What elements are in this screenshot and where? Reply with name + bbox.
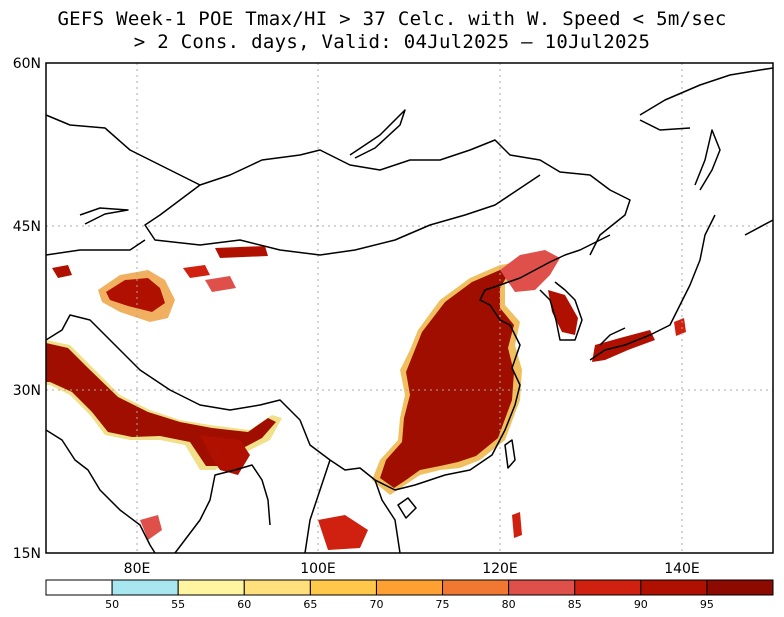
colorbar-label: 90 (634, 598, 648, 611)
colorbar-label: 95 (700, 598, 714, 611)
lon-tick-140e: 140E (664, 561, 700, 577)
shade-indochina (318, 515, 368, 550)
map-coastlines (46, 67, 773, 553)
colorbar-label: 50 (105, 598, 119, 611)
map-frame (45, 62, 774, 554)
lon-tick-labels: 80E 100E 120E 140E (124, 561, 700, 577)
colorbar-swatch (111, 579, 179, 596)
map-title-line-1: GEFS Week-1 POE Tmax/HI > 37 Celc. with … (57, 8, 727, 30)
shade-east-china-core (380, 268, 514, 488)
shade-gansu-blob (183, 265, 210, 278)
colorbar-swatch (177, 579, 245, 596)
shade-taiwan (512, 512, 522, 538)
colorbar-swatch (45, 579, 113, 596)
map-graticule (46, 63, 773, 553)
colorbar-label: 60 (237, 598, 251, 611)
shade-india-south (140, 515, 162, 540)
colorbar-swatch (309, 579, 377, 596)
lat-tick-30n: 30N (13, 383, 41, 399)
colorbar-label: 70 (369, 598, 383, 611)
lat-tick-60n: 60N (13, 56, 41, 72)
colorbar-swatch (706, 579, 774, 596)
colorbar-label: 75 (436, 598, 450, 611)
shade-gansu-blob2 (205, 276, 236, 292)
shade-ne-china (500, 250, 560, 292)
colorbar-label: 80 (502, 598, 516, 611)
colorbar-swatch (442, 579, 510, 596)
colorbar-label: 65 (303, 598, 317, 611)
map-title-line-2: > 2 Cons. days, Valid: 04Jul2025 – 10Jul… (133, 31, 651, 53)
map-plot-area (46, 63, 773, 553)
shade-bangladesh (200, 435, 250, 475)
colorbar-swatch (640, 579, 708, 596)
lon-tick-100e: 100E (300, 561, 336, 577)
shade-north-india-core (46, 343, 276, 466)
colorbar-swatch (243, 579, 311, 596)
lon-tick-80e: 80E (124, 561, 151, 577)
shade-inner-mongolia-blob (215, 246, 268, 258)
shade-japan-east (674, 318, 686, 336)
shade-tarim-core (106, 278, 165, 312)
lon-tick-120e: 120E (482, 561, 518, 577)
lat-tick-labels: 60N 45N 30N 15N (13, 56, 41, 562)
lat-tick-15n: 15N (13, 546, 41, 562)
colorbar: 50 55 60 65 70 75 80 85 90 95 (45, 579, 774, 611)
colorbar-label: 85 (568, 598, 582, 611)
probability-shading (46, 246, 686, 550)
colorbar-swatch (574, 579, 642, 596)
colorbar-swatch (375, 579, 444, 596)
colorbar-label: 55 (171, 598, 185, 611)
colorbar-swatch (508, 579, 576, 596)
lat-tick-45n: 45N (13, 219, 41, 235)
shade-korea (548, 290, 578, 335)
shade-nw-blob (52, 265, 72, 278)
